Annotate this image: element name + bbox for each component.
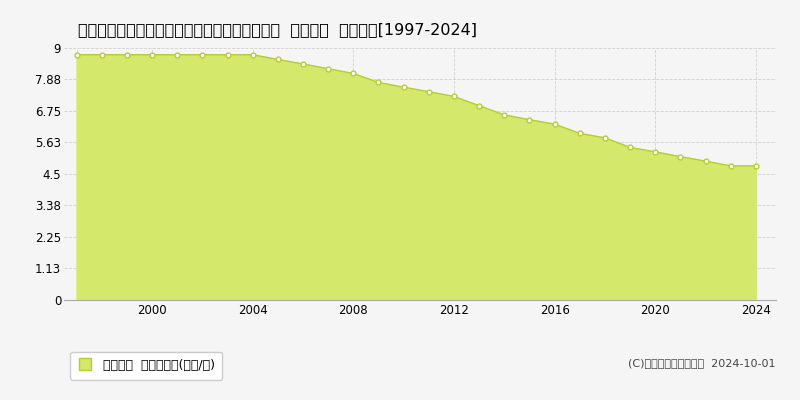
Legend: 基準地価  平均坪単価(万円/坪): 基準地価 平均坪単価(万円/坪) xyxy=(70,352,222,380)
Text: 島根県隠岐郡西ノ島町大字別府字後畑６６番１  基準地価  地価推移[1997-2024]: 島根県隠岐郡西ノ島町大字別府字後畑６６番１ 基準地価 地価推移[1997-202… xyxy=(78,22,478,37)
Text: (C)土地価格ドットコム  2024-10-01: (C)土地価格ドットコム 2024-10-01 xyxy=(629,358,776,368)
